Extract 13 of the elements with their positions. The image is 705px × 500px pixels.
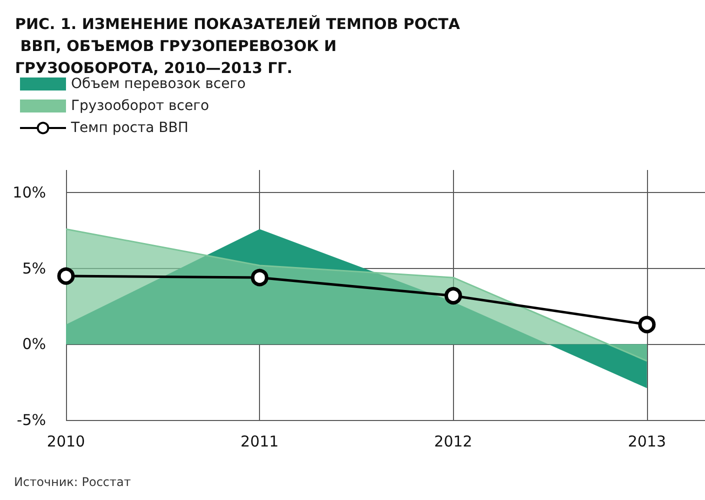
- chart-title: РИС. 1. ИЗМЕНЕНИЕ ПОКАЗАТЕЛЕЙ ТЕМПОВ РОСТА ВВП, ОБЪЕМОВ ГРУЗОПЕРЕВОЗОК И ГРУЗООБОРОТА, 2010—2013 ГГ.: [15, 15, 460, 77]
- x-tick-label: 2011: [240, 432, 279, 450]
- x-tick-label: 2013: [628, 432, 666, 450]
- legend-label: Темп роста ВВП: [70, 120, 188, 136]
- y-tick-label: 10%: [12, 184, 46, 202]
- text: Источник: Росстат: [14, 475, 131, 489]
- legend-label: Объем перевозок всего: [71, 76, 246, 92]
- y-tick-label: 0%: [22, 335, 46, 354]
- legend-label: Грузооборот всего: [71, 98, 210, 114]
- y-tick-label: -5%: [16, 411, 46, 429]
- x-tick-label: 2010: [46, 432, 86, 450]
- y-tick-label: 5%: [22, 259, 46, 278]
- x-tick-label: 2012: [434, 432, 472, 450]
